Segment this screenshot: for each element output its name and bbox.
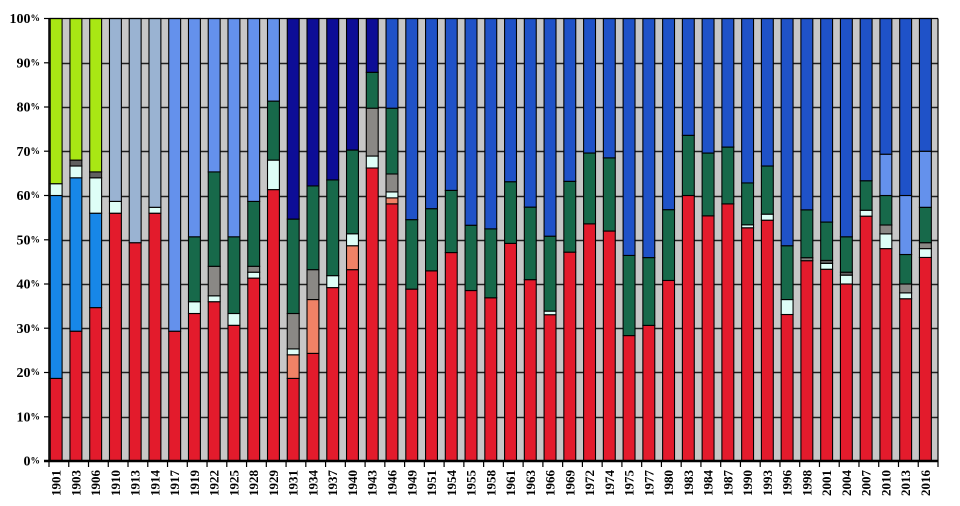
svg-text:1946: 1946 bbox=[384, 470, 399, 497]
svg-text:1975: 1975 bbox=[622, 470, 637, 497]
svg-text:1925: 1925 bbox=[226, 470, 241, 497]
svg-text:1993: 1993 bbox=[760, 470, 775, 497]
svg-text:1951: 1951 bbox=[424, 470, 439, 496]
svg-text:1910: 1910 bbox=[108, 470, 123, 496]
svg-text:60%: 60% bbox=[17, 189, 41, 204]
svg-text:1954: 1954 bbox=[444, 470, 459, 497]
svg-text:70%: 70% bbox=[17, 145, 41, 160]
svg-text:1961: 1961 bbox=[503, 470, 518, 496]
svg-text:1937: 1937 bbox=[325, 470, 340, 497]
svg-text:2010: 2010 bbox=[878, 470, 893, 496]
svg-text:2004: 2004 bbox=[839, 470, 854, 497]
svg-text:2001: 2001 bbox=[819, 470, 834, 496]
svg-text:10%: 10% bbox=[17, 410, 41, 425]
svg-text:1987: 1987 bbox=[720, 470, 735, 497]
svg-text:1963: 1963 bbox=[523, 470, 538, 497]
svg-text:1903: 1903 bbox=[68, 470, 83, 497]
svg-text:1955: 1955 bbox=[464, 470, 479, 497]
svg-text:0%: 0% bbox=[24, 455, 41, 470]
svg-text:1919: 1919 bbox=[187, 470, 202, 497]
svg-text:80%: 80% bbox=[17, 101, 41, 116]
svg-text:1977: 1977 bbox=[641, 470, 656, 497]
svg-text:1940: 1940 bbox=[345, 470, 360, 496]
svg-text:1969: 1969 bbox=[562, 470, 577, 497]
svg-text:1917: 1917 bbox=[167, 470, 182, 497]
svg-text:1931: 1931 bbox=[286, 470, 301, 496]
svg-text:1943: 1943 bbox=[365, 470, 380, 497]
svg-text:1998: 1998 bbox=[799, 470, 814, 497]
svg-text:1972: 1972 bbox=[582, 470, 597, 496]
svg-text:2007: 2007 bbox=[859, 470, 874, 497]
svg-text:1958: 1958 bbox=[483, 470, 498, 497]
svg-text:90%: 90% bbox=[17, 57, 41, 72]
svg-text:1922: 1922 bbox=[207, 470, 222, 496]
svg-text:1914: 1914 bbox=[147, 470, 162, 497]
svg-text:1974: 1974 bbox=[602, 470, 617, 497]
svg-text:1990: 1990 bbox=[740, 470, 755, 496]
svg-text:1906: 1906 bbox=[88, 470, 103, 497]
svg-text:1966: 1966 bbox=[543, 470, 558, 497]
svg-text:1913: 1913 bbox=[128, 470, 143, 497]
svg-text:1901: 1901 bbox=[49, 470, 64, 496]
svg-text:1984: 1984 bbox=[701, 470, 716, 497]
svg-text:1996: 1996 bbox=[780, 470, 795, 497]
svg-text:1983: 1983 bbox=[681, 470, 696, 497]
svg-text:50%: 50% bbox=[17, 233, 41, 248]
svg-text:2013: 2013 bbox=[898, 470, 913, 497]
svg-text:20%: 20% bbox=[17, 366, 41, 381]
svg-text:2016: 2016 bbox=[918, 470, 933, 497]
svg-text:1928: 1928 bbox=[246, 470, 261, 497]
svg-text:30%: 30% bbox=[17, 322, 41, 337]
svg-text:1980: 1980 bbox=[661, 470, 676, 496]
svg-text:40%: 40% bbox=[17, 278, 41, 293]
svg-text:100%: 100% bbox=[10, 12, 41, 27]
svg-text:1949: 1949 bbox=[404, 470, 419, 497]
svg-text:1934: 1934 bbox=[305, 470, 320, 497]
svg-text:1929: 1929 bbox=[266, 470, 281, 497]
